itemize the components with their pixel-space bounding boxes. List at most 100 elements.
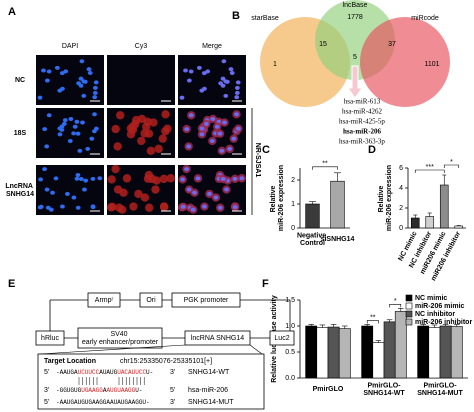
nucleus: [53, 176, 59, 181]
element-box: [184, 330, 251, 346]
y-tick-label: 2: [399, 205, 403, 212]
legend-swatch: [405, 302, 413, 310]
cell: [129, 202, 138, 211]
legend-label: miR-206 inhibitor: [415, 319, 472, 326]
nucleus: [78, 76, 84, 81]
element-box: [171, 292, 241, 308]
sequence-part: UCUUCC: [78, 369, 100, 376]
element-label: hRluc: [41, 335, 59, 342]
nucleus: [179, 95, 185, 100]
nucleus: [217, 205, 223, 210]
cell: [163, 124, 172, 133]
panel-label: C: [262, 144, 270, 156]
nucleus: [62, 118, 68, 123]
significance-bracket: [443, 164, 460, 168]
panel-label: F: [262, 278, 269, 290]
region-count: 1101: [424, 61, 439, 68]
row-label: 18S: [14, 130, 27, 137]
backbone: [49, 299, 291, 339]
venn-circle: [360, 17, 450, 107]
x-tick-label: siSNHG14: [321, 236, 355, 243]
panel-label: B: [232, 10, 240, 22]
sequence-part: A: [103, 387, 107, 394]
sequence: -GGUGUGUGAAGGAAUGUAAGGU-: [56, 387, 142, 394]
element-box: [87, 292, 121, 308]
nucleus: [57, 132, 63, 137]
sequence: -AAUGAUGUGAAGGAAUAUGAAGGU-: [56, 399, 150, 406]
nucleus: [184, 127, 190, 132]
nucleus: [183, 68, 188, 73]
nucleus: [74, 119, 80, 124]
strand-end: 3': [44, 387, 49, 394]
element-label: SV40 early enhancer/promoter: [82, 331, 159, 346]
nucleus: [227, 146, 233, 151]
nucleus: [89, 136, 95, 141]
nucleus: [180, 204, 186, 209]
nucleus: [90, 205, 96, 210]
nucleus: [46, 113, 52, 118]
nucleus: [61, 121, 67, 126]
y-tick-label: 2: [291, 177, 295, 184]
cell: [107, 175, 116, 184]
nucleus: [81, 93, 87, 98]
side-label: NR-SJSA1: [254, 143, 261, 178]
cell: [134, 189, 143, 199]
bar: [372, 342, 385, 379]
nucleus: [38, 177, 44, 182]
panel-label: A: [8, 6, 16, 18]
sequence-name: hsa-miR-206: [188, 387, 228, 394]
nucleus: [195, 176, 201, 181]
x-tick-label: Negative Control: [297, 232, 328, 247]
y-tick-label: 0: [291, 225, 295, 232]
cell: [111, 164, 120, 174]
nucleus: [72, 124, 78, 129]
nucleus: [220, 176, 226, 181]
nucleus: [217, 131, 223, 136]
nucleus: [71, 131, 77, 136]
nucleus: [228, 67, 234, 72]
nucleus: [67, 138, 73, 143]
cell: [144, 129, 154, 138]
target-box: [37, 353, 265, 410]
nucleus: [209, 138, 215, 143]
nucleus: [90, 176, 96, 181]
column-header: DAPI: [62, 43, 78, 50]
nucleus: [192, 190, 197, 195]
element-box: [35, 330, 65, 346]
nucleus: [83, 178, 89, 183]
nucleus: [234, 85, 240, 90]
nucleus: [48, 207, 54, 212]
significance-bracket: [414, 169, 445, 173]
nucleus: [82, 79, 88, 84]
nucleus: [93, 80, 99, 85]
nucleus: [93, 126, 99, 131]
sequence-part: -GGUGUG: [56, 387, 82, 394]
element-label: Armpʳ: [95, 297, 114, 304]
element-box: [269, 330, 295, 346]
nucleus: [235, 80, 241, 85]
y-tick-label: 0.5: [285, 349, 295, 356]
mirna: hsa-miR-363-3p: [339, 138, 385, 146]
cell: [149, 118, 158, 127]
nucleus: [42, 127, 48, 132]
cell: [140, 193, 150, 202]
cell: [126, 124, 136, 133]
nucleus: [54, 65, 60, 70]
bar: [316, 327, 329, 379]
nucleus: [68, 116, 74, 121]
nucleus: [65, 191, 70, 196]
cell: [154, 144, 163, 154]
mirna: hsa-miR-206: [343, 128, 382, 136]
bar: [450, 326, 463, 379]
nucleus: [180, 177, 186, 182]
set-label: miRcode: [411, 15, 439, 22]
cell: [158, 134, 167, 143]
bar: [305, 203, 320, 229]
nucleus: [44, 187, 50, 192]
bar: [425, 216, 435, 229]
cell: [111, 124, 120, 134]
y-tick-label: 4: [399, 185, 403, 192]
nucleus: [44, 78, 50, 83]
significance-bracket: [312, 166, 338, 170]
nucleus: [78, 176, 84, 181]
